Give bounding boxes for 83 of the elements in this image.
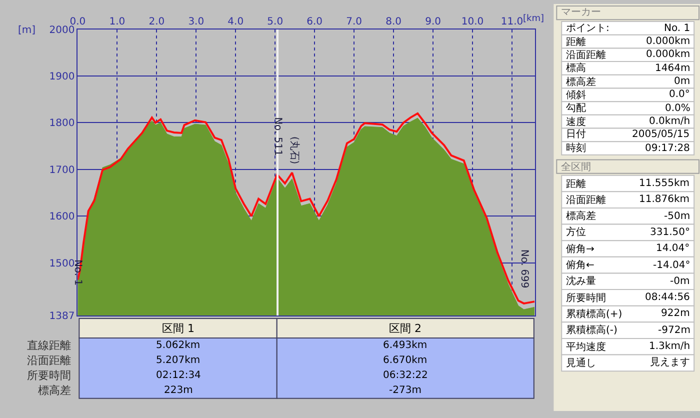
text: 06:32:22 <box>383 370 428 381</box>
text: 5.207km <box>156 355 200 366</box>
text: 6.670km <box>383 355 428 366</box>
category-label: 速度 <box>566 117 586 128</box>
text: 1464m <box>655 63 690 74</box>
text: 全区間 <box>561 161 591 173</box>
category-label: 日付 <box>566 129 586 140</box>
y-tick-label: 1500 <box>49 258 75 270</box>
text: 08:44:56 <box>645 292 690 303</box>
text: 5.062km <box>156 340 200 351</box>
x-tick-label: 4.0 <box>228 16 244 28</box>
text: 11.876km <box>639 194 690 205</box>
text: 0.000km <box>646 36 690 47</box>
x-tick-label: 2.0 <box>148 16 165 28</box>
text: 0.0km/h <box>649 116 690 127</box>
category-label: 区間 2 <box>389 322 422 335</box>
category-label: 俯角← <box>566 260 594 271</box>
x-tick-label: 8.0 <box>386 16 402 28</box>
text: 0.000km <box>646 49 690 60</box>
text: 331.50° <box>650 227 690 238</box>
text: 223m <box>164 385 193 396</box>
text: 11.555km <box>639 178 690 189</box>
x-tick-label: 6.0 <box>306 16 323 28</box>
category-label: 方位 <box>566 227 586 238</box>
category-label: 所要時間 <box>566 293 606 304</box>
category-label: 標高差 <box>38 384 71 397</box>
category-label: 距離 <box>566 37 586 48</box>
text: -0m <box>670 276 690 287</box>
category-label: 標高差 <box>566 211 596 222</box>
text: -50m <box>664 211 690 222</box>
category-label: 俯角→ <box>566 244 594 255</box>
text: 2005/05/15 <box>632 129 690 140</box>
annotation: (丸石) <box>288 136 301 164</box>
y-tick-label: 1700 <box>49 164 75 176</box>
category-label: 直線距離 <box>27 339 71 352</box>
text: 02:12:34 <box>156 370 201 381</box>
category-label: 区間 1 <box>162 322 194 335</box>
category-label: 標高 <box>566 63 586 74</box>
x-tick-label: 9.0 <box>425 16 441 28</box>
x-tick-label: 5.0 <box>267 16 284 28</box>
category-label: 沿面距離 <box>566 50 606 61</box>
text: マーカー <box>561 7 601 18</box>
category-label: 沈み量 <box>566 276 596 287</box>
y-tick-label: 1387 <box>49 311 75 322</box>
y-axis-title: [m] <box>18 25 36 36</box>
x-axis-title: [km] <box>523 14 544 24</box>
category-label: 見通し <box>566 358 596 369</box>
category-label: 勾配 <box>566 103 586 114</box>
text: 0m <box>674 76 690 87</box>
text: 09:17:28 <box>645 143 690 154</box>
text: 見えます <box>650 357 690 368</box>
category-label: 標高差 <box>566 77 596 88</box>
text: 6.493km <box>383 340 428 351</box>
text: -972m <box>658 325 690 336</box>
x-tick-label: 1.0 <box>109 16 126 28</box>
ref-line-label: No. 511 <box>272 117 284 156</box>
y-tick-label: 2000 <box>49 24 75 36</box>
annotation: No. 699 <box>518 249 530 288</box>
text: 0.0% <box>665 103 690 114</box>
category-label: 距離 <box>566 179 586 190</box>
x-tick-label: 3.0 <box>188 16 204 28</box>
text: 14.04° <box>656 243 690 254</box>
x-tick-label: 10.0 <box>461 16 484 28</box>
category-label: 累積標高(+) <box>566 309 622 320</box>
category-label: 平均速度 <box>566 342 606 353</box>
category-label: 時刻 <box>566 143 586 154</box>
y-tick-label: 1900 <box>49 72 75 83</box>
text: -14.04° <box>653 260 690 271</box>
category-label: 累積標高(-) <box>566 325 618 336</box>
category-label: 所要時間 <box>27 369 71 382</box>
text: No. 1 <box>664 23 690 34</box>
category-label: 沿面距離 <box>566 195 606 206</box>
text: -273m <box>389 385 422 396</box>
category-label: 傾斜 <box>566 90 586 101</box>
y-tick-label: 1600 <box>49 212 75 223</box>
category-label: ポイント: <box>566 23 610 34</box>
x-tick-label: 7.0 <box>346 16 362 28</box>
x-tick-label: 11.0 <box>500 16 524 28</box>
y-tick-label: 1800 <box>49 118 75 130</box>
text: 1.3km/h <box>649 341 690 352</box>
text: 922m <box>661 308 690 319</box>
category-label: 沿面距離 <box>27 354 71 367</box>
text: 0.0° <box>669 89 690 100</box>
